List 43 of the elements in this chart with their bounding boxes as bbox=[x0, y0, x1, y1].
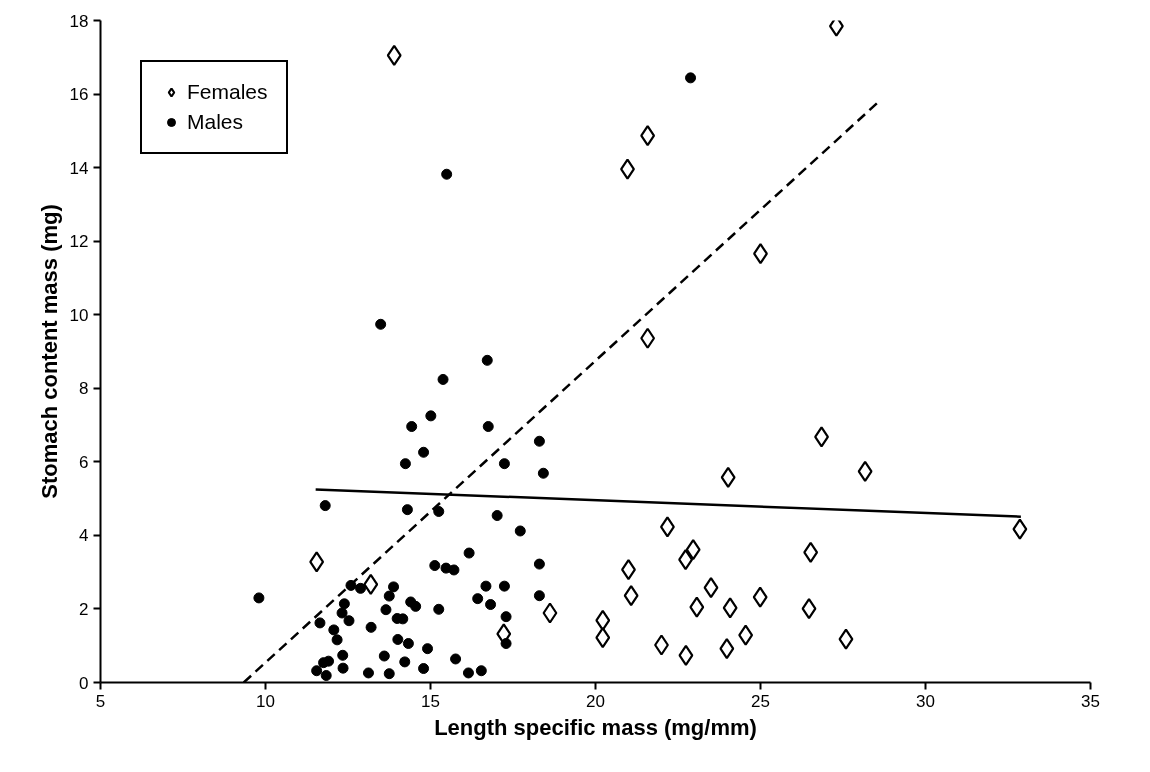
x-tick-label: 35 bbox=[1081, 691, 1100, 711]
point bbox=[752, 586, 768, 608]
y-axis-title: Stomach content mass (mg) bbox=[36, 204, 62, 499]
point bbox=[678, 549, 694, 571]
y-tick-label: 10 bbox=[69, 305, 89, 325]
point bbox=[838, 628, 854, 650]
x-tick-label: 10 bbox=[256, 691, 275, 711]
x-tick-label: 25 bbox=[751, 691, 770, 711]
point bbox=[857, 460, 873, 482]
y-tick-label: 18 bbox=[69, 11, 89, 31]
y-tick-label: 6 bbox=[79, 452, 89, 472]
point bbox=[722, 597, 738, 619]
point bbox=[640, 125, 656, 147]
point bbox=[719, 638, 735, 660]
x-axis-title: Length specific mass (mg/mm) bbox=[434, 714, 757, 740]
point bbox=[685, 539, 701, 561]
x-tick-label: 5 bbox=[95, 691, 106, 711]
point bbox=[720, 466, 736, 488]
point bbox=[309, 551, 325, 573]
y-tick-label: 0 bbox=[79, 673, 89, 693]
point bbox=[542, 602, 558, 624]
point bbox=[703, 577, 719, 599]
legend-label: Females bbox=[187, 80, 268, 104]
point bbox=[595, 609, 611, 631]
point bbox=[678, 644, 694, 666]
x-tick-label: 30 bbox=[916, 691, 935, 711]
point bbox=[1012, 518, 1028, 540]
y-tick-label: 16 bbox=[69, 85, 89, 105]
y-tick-label: 8 bbox=[79, 379, 89, 399]
point bbox=[689, 596, 705, 618]
point bbox=[623, 585, 639, 607]
point bbox=[363, 573, 379, 595]
point bbox=[738, 624, 754, 646]
point bbox=[803, 541, 819, 563]
y-tick-label: 14 bbox=[69, 158, 89, 178]
legend-label: Males bbox=[187, 110, 244, 134]
y-tick-label: 2 bbox=[79, 599, 89, 619]
y-tick-label: 4 bbox=[79, 526, 89, 546]
x-tick-label: 20 bbox=[586, 691, 605, 711]
y-tick-label: 12 bbox=[69, 232, 89, 252]
point bbox=[640, 327, 656, 349]
point bbox=[595, 627, 611, 649]
x-tick-label: 15 bbox=[421, 691, 440, 711]
